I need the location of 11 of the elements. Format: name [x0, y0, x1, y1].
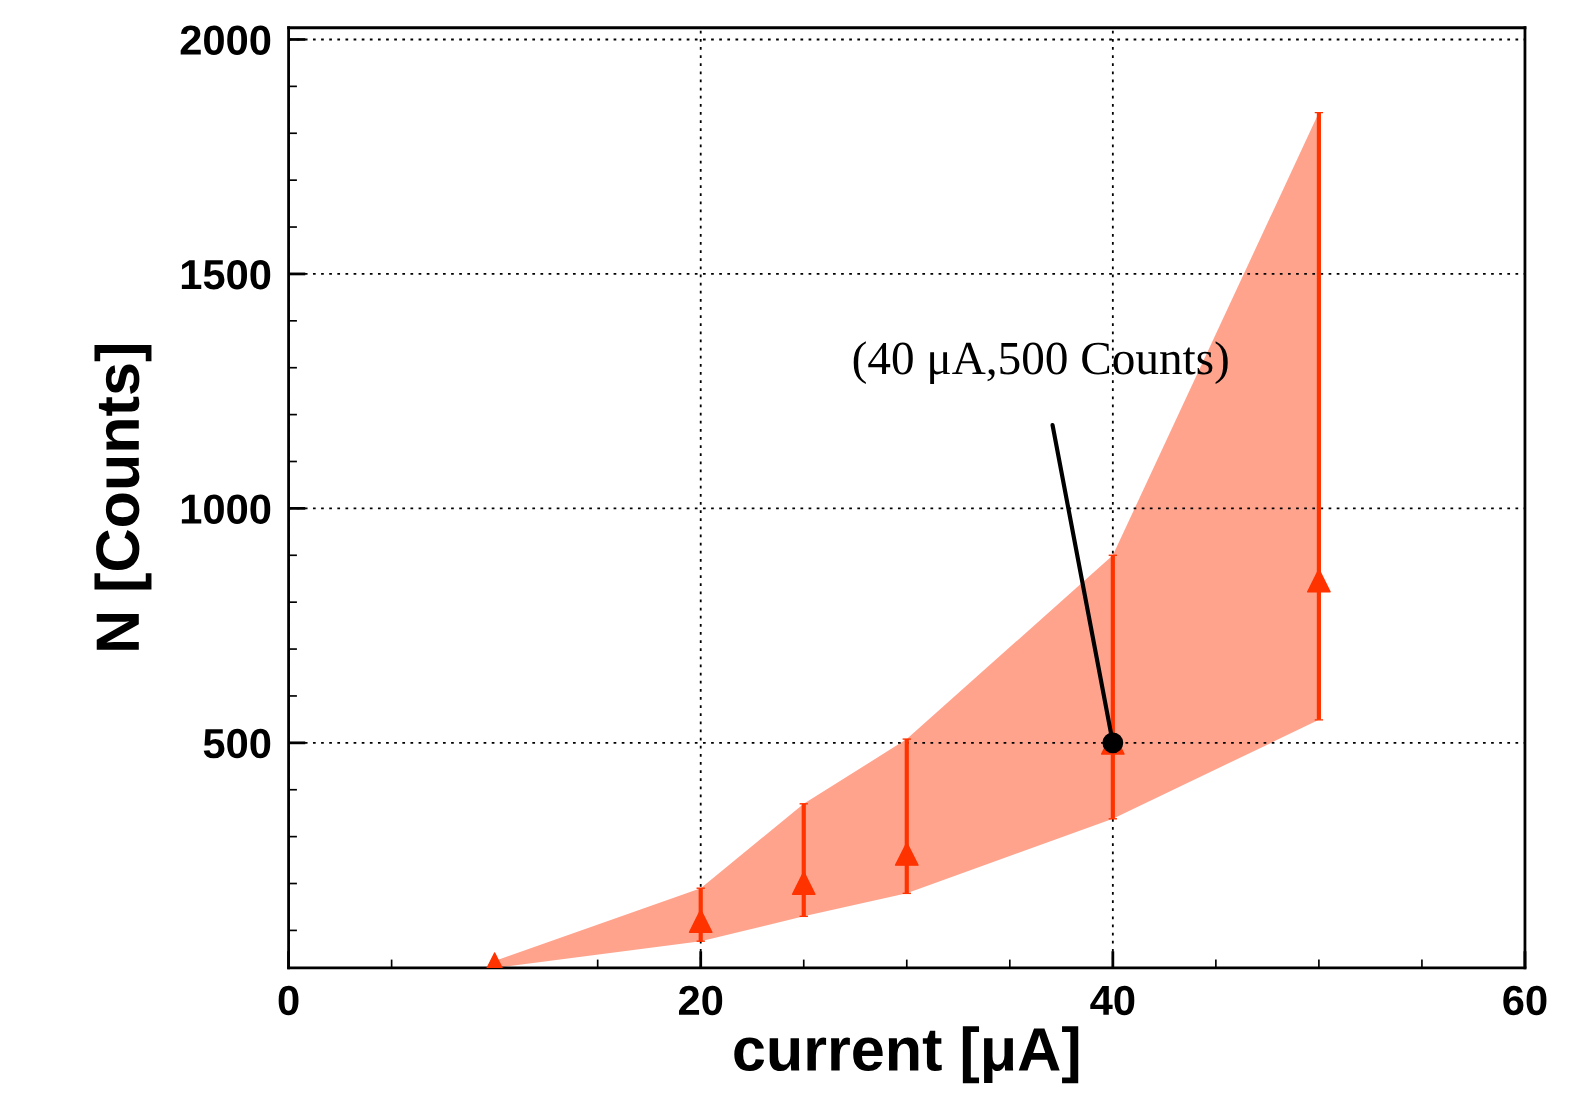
x-tick-label: 60 — [1503, 985, 1547, 1016]
y-axis-title: N [Counts] — [94, 345, 152, 650]
x-tick-label: 40 — [1090, 985, 1135, 1016]
x-tick-label: 0 — [278, 985, 299, 1016]
x-axis-title: current [μA] — [734, 1026, 1079, 1084]
y-tick-label: 1000 — [181, 494, 271, 524]
x-tick-label: 20 — [678, 985, 723, 1016]
y-tick-label: 500 — [203, 728, 271, 759]
annotation: (40 μA,500 Counts) — [853, 341, 1228, 385]
y-tick-label: 2000 — [180, 25, 271, 55]
y-tick-label: 1500 — [181, 259, 271, 290]
